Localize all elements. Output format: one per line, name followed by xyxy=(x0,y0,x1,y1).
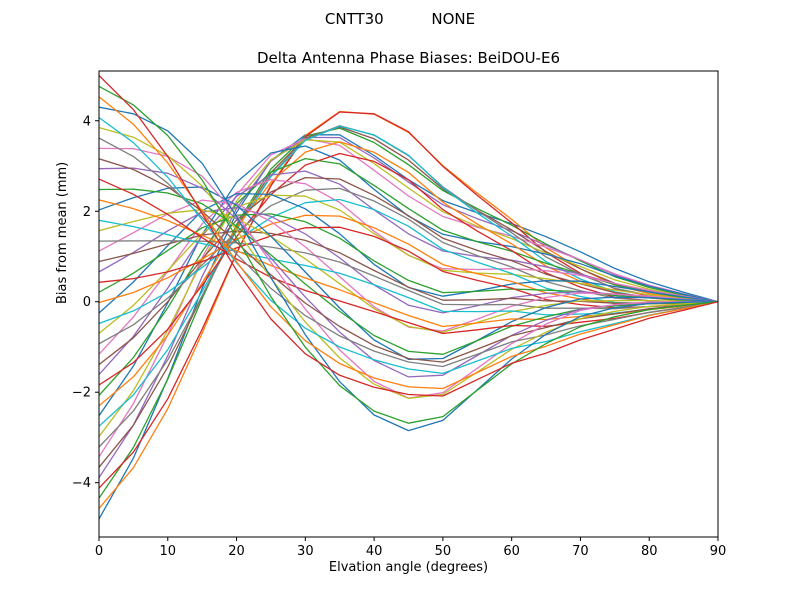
bias-curve xyxy=(99,137,718,458)
bias-curve xyxy=(99,198,718,325)
bias-curve xyxy=(99,209,718,333)
y-tick-label: −2 xyxy=(72,386,91,401)
bias-curve xyxy=(99,213,718,303)
x-tick-label: 80 xyxy=(641,544,658,559)
bias-curve xyxy=(99,219,718,316)
x-tick-label: 0 xyxy=(95,544,103,559)
bias-curve xyxy=(99,240,718,310)
bias-curve xyxy=(99,187,718,345)
x-tick-label: 20 xyxy=(228,544,245,559)
bias-curve xyxy=(99,188,718,355)
bias-curve xyxy=(99,186,718,360)
y-tick-label: 2 xyxy=(83,205,91,220)
x-tick-label: 70 xyxy=(572,544,589,559)
bias-curve xyxy=(99,75,718,397)
bias-curve xyxy=(99,194,718,334)
bias-curve xyxy=(99,127,718,499)
bias-curve xyxy=(99,157,718,396)
bias-curve xyxy=(99,106,718,432)
figure-title: CNTT30 NONE xyxy=(324,10,476,28)
x-tick-label: 10 xyxy=(160,544,177,559)
bias-curve xyxy=(99,178,718,335)
x-axis-label: Elvation angle (degrees) xyxy=(328,560,489,575)
bias-curve xyxy=(99,85,718,424)
axes-box xyxy=(98,70,719,538)
x-tick-label: 30 xyxy=(297,544,314,559)
bias-curve xyxy=(99,125,718,427)
bias-curve xyxy=(99,176,718,366)
x-tick-label: 50 xyxy=(435,544,452,559)
bias-curve xyxy=(99,158,718,363)
x-tick-label: 60 xyxy=(503,544,520,559)
x-tick-label: 40 xyxy=(366,544,383,559)
y-tick-label: 0 xyxy=(83,295,91,310)
bias-curve xyxy=(99,147,718,399)
bias-curve xyxy=(99,137,718,368)
bias-curve xyxy=(99,96,718,390)
y-tick-label: −4 xyxy=(72,476,91,491)
bias-curve xyxy=(99,117,718,375)
x-tick-label: 90 xyxy=(710,544,727,559)
series-lines xyxy=(99,75,718,520)
bias-curve xyxy=(99,178,718,355)
bias-curve xyxy=(99,126,718,399)
chart-title: Delta Antenna Phase Biases: BeiDOU-E6 xyxy=(257,49,560,67)
bias-curve xyxy=(99,136,718,479)
y-tick-label: 4 xyxy=(83,114,91,129)
